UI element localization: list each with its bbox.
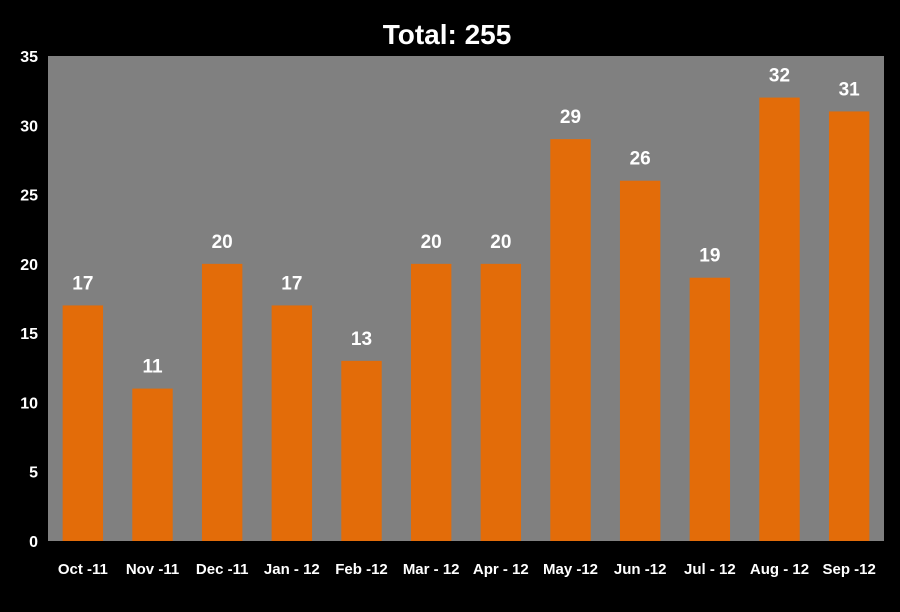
- bar: [132, 388, 173, 541]
- chart-title: Total: 255: [383, 19, 512, 50]
- y-tick-label: 25: [20, 188, 38, 205]
- bar: [271, 305, 313, 541]
- x-tick-label: Apr - 12: [473, 561, 529, 578]
- x-tick-label: Oct -11: [58, 561, 108, 578]
- y-tick-label: 5: [29, 465, 38, 482]
- bar: [759, 97, 800, 541]
- data-label: 31: [839, 79, 861, 100]
- y-tick-label: 15: [20, 326, 38, 343]
- bar: [62, 305, 104, 541]
- data-label: 26: [630, 149, 651, 170]
- data-label: 13: [351, 329, 372, 350]
- bar: [828, 111, 870, 542]
- data-label: 29: [560, 107, 581, 128]
- plot-area: [48, 56, 884, 541]
- x-tick-label: Dec -11: [196, 561, 249, 578]
- data-label: 20: [421, 232, 442, 253]
- x-tick-label: May -12: [543, 561, 598, 578]
- bar: [550, 139, 591, 541]
- bar: [410, 263, 452, 541]
- bar: [201, 263, 243, 541]
- bar: [619, 180, 661, 541]
- x-tick-label: Jun -12: [614, 561, 667, 578]
- bar: [689, 277, 731, 541]
- data-label: 20: [490, 232, 511, 253]
- x-axis: Oct -11 Nov -11 Dec -11 Jan - 12 Feb -12 Mar …: [58, 561, 876, 578]
- data-label: 19: [699, 246, 720, 267]
- bars: [62, 97, 870, 542]
- data-label: 17: [72, 273, 93, 294]
- data-label: 11: [142, 357, 163, 378]
- y-tick-label: 0: [29, 534, 38, 551]
- y-tick-label: 10: [20, 395, 38, 412]
- x-tick-label: Mar - 12: [403, 561, 460, 578]
- x-tick-label: Aug - 12: [750, 561, 809, 578]
- y-tick-label: 35: [20, 49, 38, 66]
- data-label: 17: [281, 273, 302, 294]
- y-axis: 0 5 10 15 20 25 30 35: [20, 49, 38, 551]
- x-tick-label: Nov -11: [126, 561, 179, 578]
- data-label: 20: [212, 232, 233, 253]
- x-tick-label: Jul - 12: [684, 561, 736, 578]
- data-labels: 17 11 20 17 13 20 20 29 26 19 32 31: [72, 66, 860, 378]
- bar: [341, 360, 382, 541]
- x-tick-label: Jan - 12: [264, 561, 320, 578]
- x-tick-label: Feb -12: [335, 561, 388, 578]
- y-tick-label: 30: [20, 118, 38, 135]
- data-label: 32: [769, 66, 790, 87]
- bar: [480, 263, 522, 541]
- x-tick-label: Sep -12: [822, 561, 875, 578]
- y-tick-label: 20: [20, 257, 38, 274]
